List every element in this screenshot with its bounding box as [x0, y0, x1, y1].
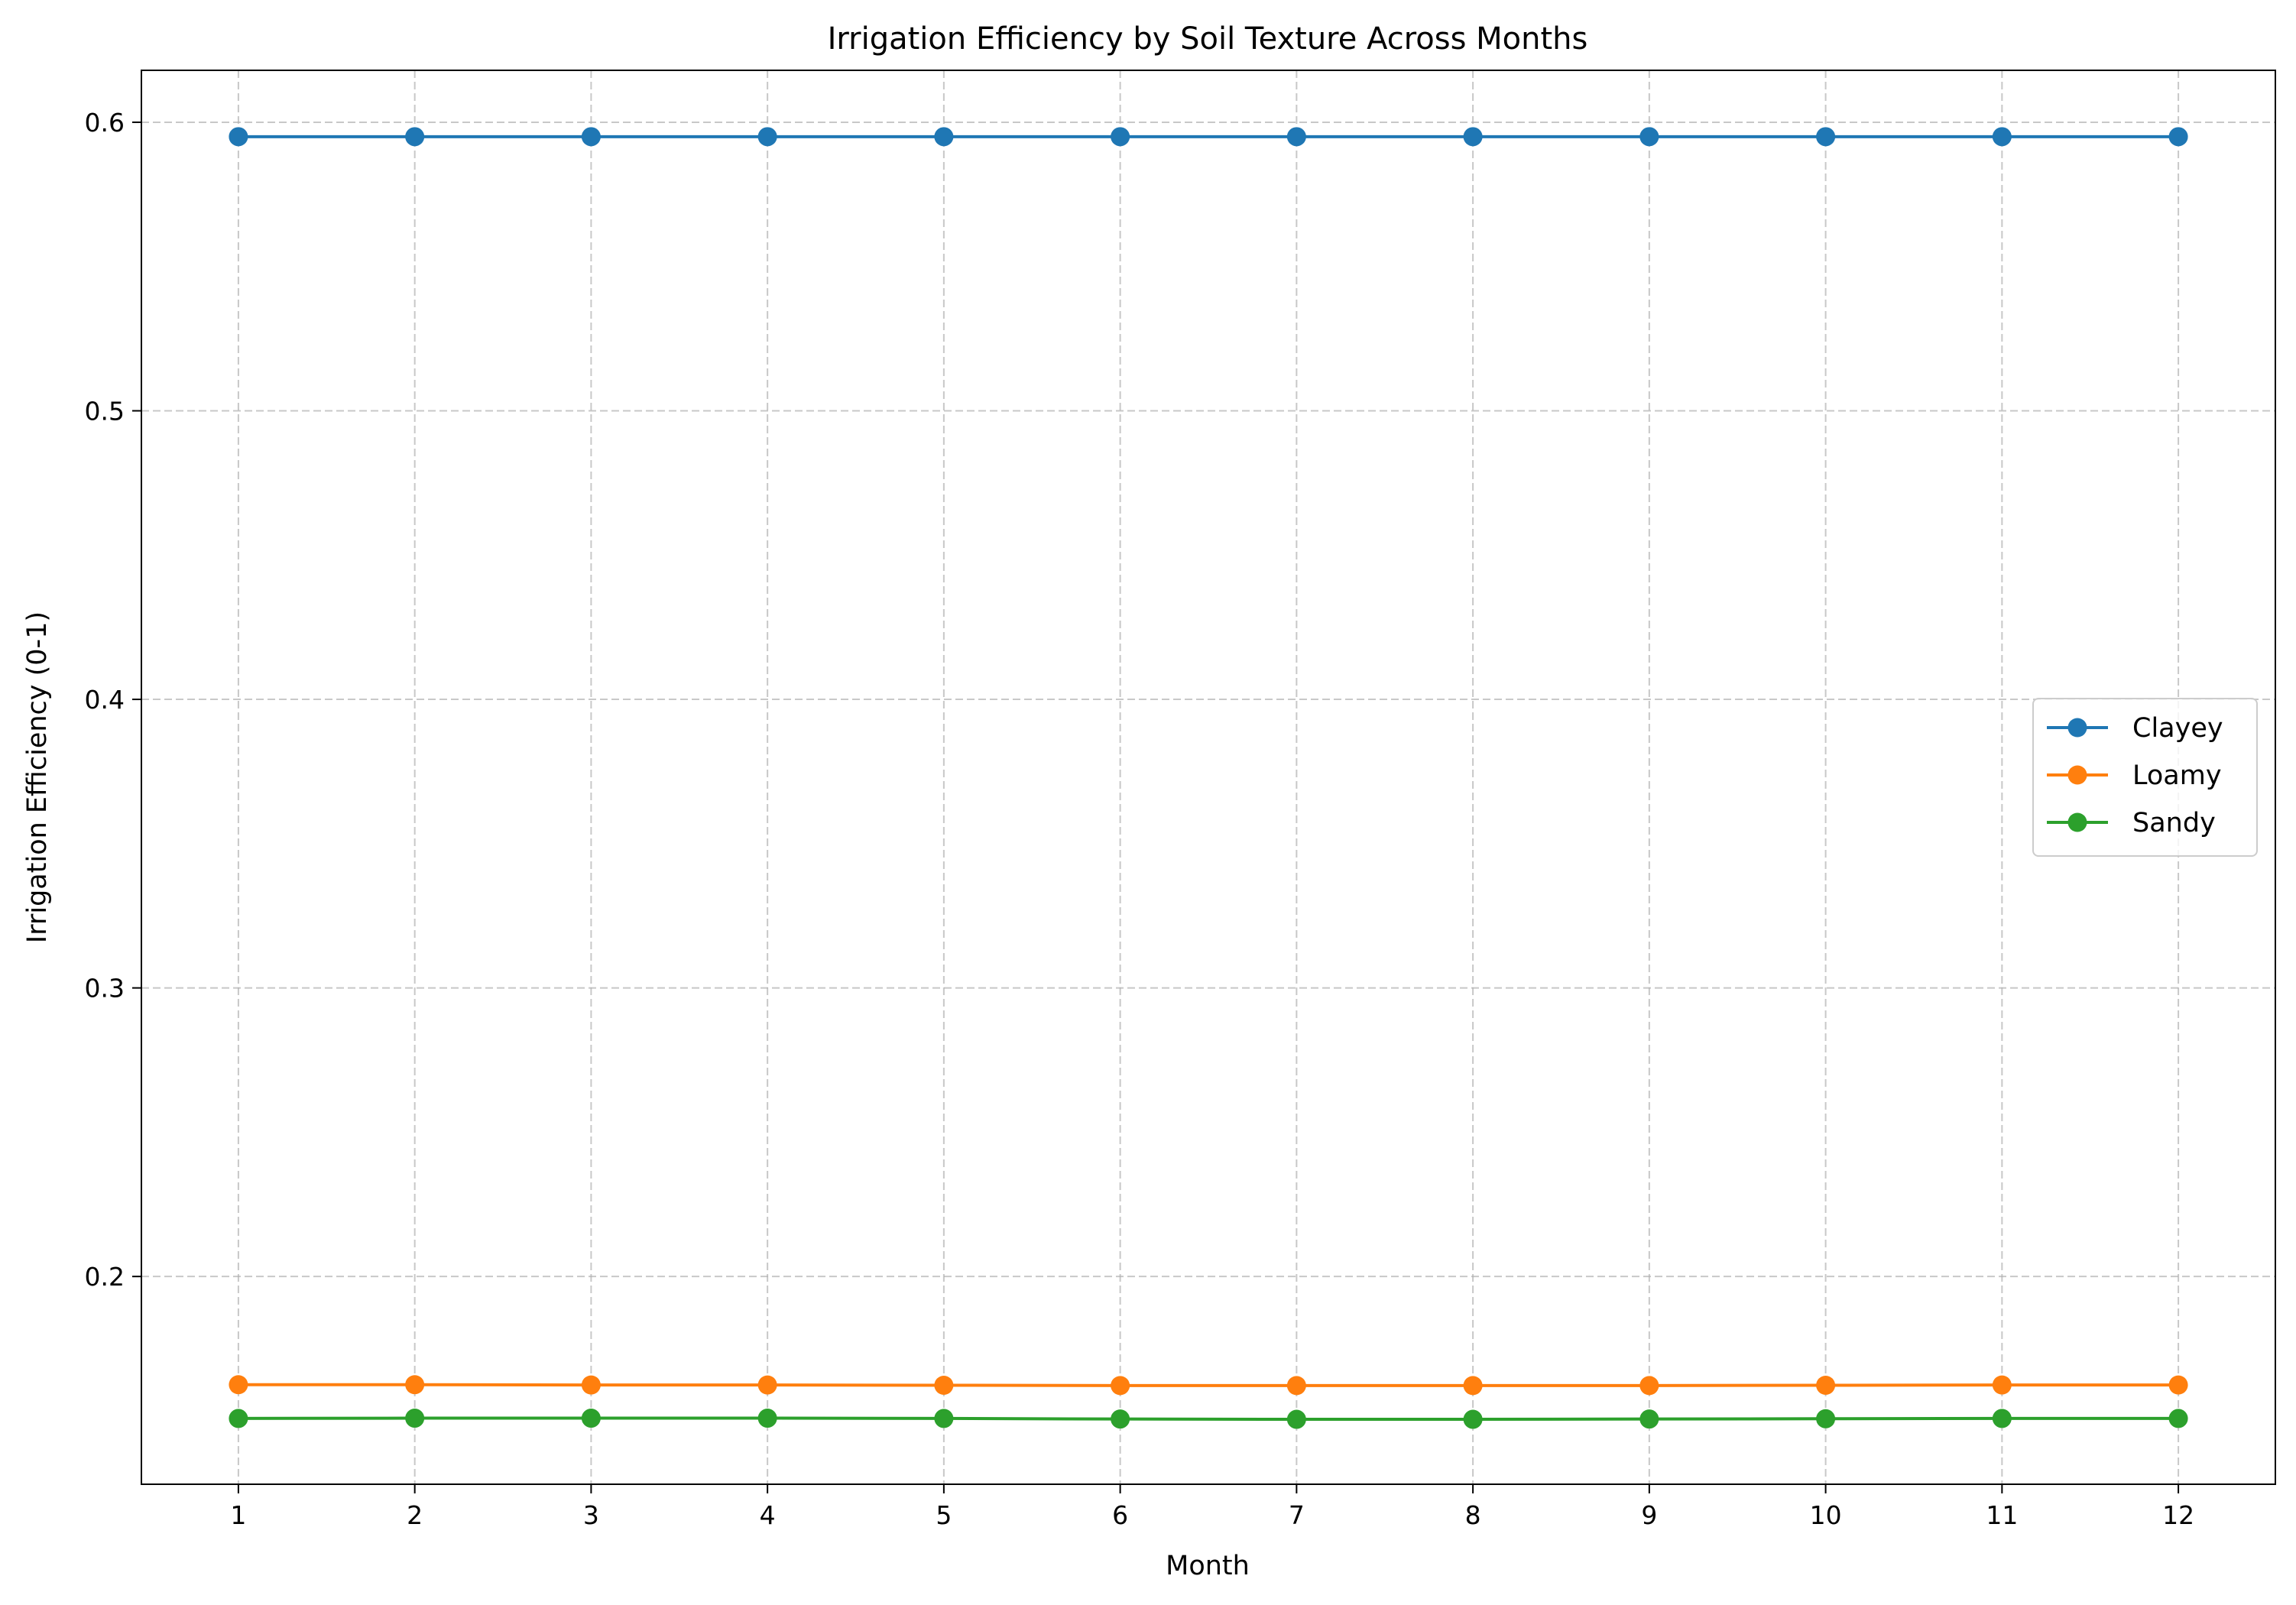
legend-marker: [2067, 718, 2087, 738]
x-tick-label: 1: [230, 1500, 246, 1530]
y-tick-label: 0.3: [85, 974, 125, 1004]
data-point: [229, 1409, 248, 1428]
x-tick-label: 2: [407, 1500, 423, 1530]
data-point: [1463, 1409, 1483, 1429]
legend-item-loamy: Loamy: [2047, 760, 2222, 791]
data-point: [934, 127, 954, 147]
x-tick-label: 8: [1465, 1500, 1481, 1530]
legend: Clayey Loamy Sandy: [2032, 698, 2258, 857]
x-tick-label: 3: [583, 1500, 599, 1530]
data-point: [1286, 1376, 1306, 1396]
data-point: [405, 1409, 425, 1428]
legend-item-clayey: Clayey: [2047, 713, 2223, 744]
data-point: [1816, 1409, 1836, 1428]
data-point: [757, 127, 777, 147]
data-point: [1463, 127, 1483, 147]
x-tick-label: 11: [1986, 1500, 2018, 1530]
data-point: [1639, 127, 1659, 147]
legend-label: Clayey: [2132, 713, 2223, 744]
series-layer: [229, 127, 2188, 1429]
x-axis: 1 2 3 4 5 6 7 8 9 10 11 12: [230, 1484, 2194, 1530]
data-point: [581, 127, 601, 147]
x-tick-label: 12: [2162, 1500, 2194, 1530]
x-tick-label: 7: [1289, 1500, 1305, 1530]
y-axis-label: Irrigation Efficiency (0-1): [22, 611, 53, 943]
x-tick-label: 4: [760, 1500, 776, 1530]
data-point: [1992, 1409, 2012, 1428]
legend-box: [2032, 698, 2258, 857]
series-line: [238, 1383, 2179, 1387]
data-point: [581, 1375, 601, 1395]
data-point: [934, 1409, 954, 1428]
x-tick-label: 5: [936, 1500, 952, 1530]
grid: [141, 70, 2275, 1484]
x-tick-label: 6: [1112, 1500, 1128, 1530]
data-point: [1639, 1409, 1659, 1429]
data-point: [1992, 1375, 2012, 1395]
plot-area: [141, 70, 2276, 1485]
x-tick-label: 9: [1641, 1500, 1657, 1530]
series-sandy: [229, 1409, 2188, 1429]
legend-marker: [2067, 765, 2087, 785]
data-point: [1286, 127, 1306, 147]
data-point: [1816, 1376, 1836, 1395]
data-point: [405, 127, 425, 147]
legend-label: Sandy: [2132, 808, 2216, 838]
data-point: [2168, 1375, 2188, 1395]
data-point: [229, 127, 248, 147]
data-point: [1463, 1376, 1483, 1396]
plot-background: [141, 70, 2275, 1484]
data-point: [2168, 127, 2188, 147]
data-point: [757, 1375, 777, 1395]
data-point: [1111, 1376, 1130, 1396]
data-point: [229, 1375, 248, 1395]
y-tick-label: 0.4: [85, 685, 125, 715]
data-point: [1111, 1409, 1130, 1429]
data-point: [934, 1376, 954, 1395]
series-clayey: [229, 127, 2188, 147]
chart-title: Irrigation Efficiency by Soil Texture Ac…: [828, 21, 1588, 57]
data-point: [1111, 127, 1130, 147]
series-line: [238, 1416, 2179, 1422]
data-point: [2168, 1409, 2188, 1428]
y-axis: 0.2 0.3 0.4 0.5 0.6: [85, 108, 141, 1292]
data-point: [1639, 1376, 1659, 1396]
y-tick-label: 0.6: [85, 108, 125, 138]
data-point: [1992, 127, 2012, 147]
y-tick-label: 0.2: [85, 1262, 125, 1292]
series-loamy: [229, 1375, 2188, 1396]
data-point: [757, 1409, 777, 1428]
legend-marker: [2067, 812, 2087, 832]
legend-label: Loamy: [2132, 760, 2222, 791]
legend-item-sandy: Sandy: [2047, 808, 2216, 838]
x-tick-label: 10: [1810, 1500, 1842, 1530]
data-point: [1816, 127, 1836, 147]
plot-frame: [141, 70, 2276, 1485]
data-point: [1286, 1409, 1306, 1429]
y-tick-label: 0.5: [85, 397, 125, 426]
x-axis-label: Month: [1166, 1551, 1250, 1581]
data-point: [405, 1375, 425, 1395]
data-point: [581, 1409, 601, 1428]
